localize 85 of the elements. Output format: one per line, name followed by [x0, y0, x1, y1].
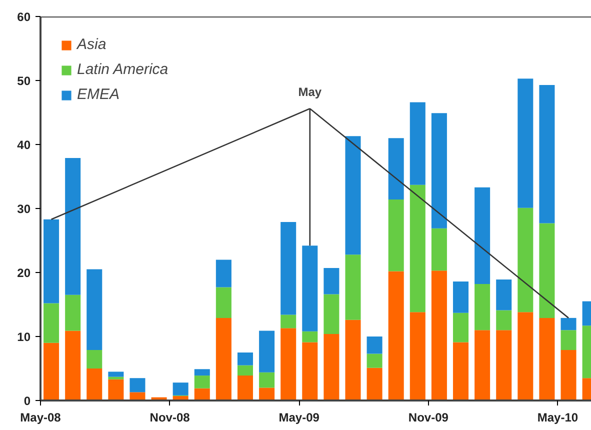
y-tick-label: 60	[17, 10, 31, 24]
legend-label: Latin America	[77, 61, 168, 78]
bar	[108, 376, 124, 380]
bar	[560, 318, 576, 330]
bar	[474, 187, 490, 284]
bar	[259, 388, 275, 400]
bar	[216, 318, 232, 400]
bar	[345, 320, 361, 400]
bar	[366, 368, 382, 400]
bar	[431, 113, 447, 228]
bar	[345, 136, 361, 255]
legend-label: Asia	[77, 36, 106, 53]
bar	[86, 269, 102, 350]
bar	[452, 312, 469, 342]
bar	[280, 222, 296, 315]
bar	[388, 200, 404, 272]
bar	[324, 334, 340, 400]
y-tick-label: 40	[17, 138, 31, 152]
bar	[44, 219, 60, 304]
bar	[216, 287, 232, 318]
bar	[302, 342, 318, 400]
bar	[496, 330, 512, 400]
bar	[431, 270, 447, 400]
bar	[539, 318, 555, 400]
bar	[237, 376, 253, 400]
bar	[324, 294, 340, 334]
bar	[44, 342, 60, 400]
bar	[259, 330, 275, 372]
bar	[194, 376, 210, 388]
bar	[108, 372, 124, 377]
bar	[237, 352, 253, 366]
x-tick-label: May-08	[20, 410, 62, 424]
bar	[518, 312, 534, 400]
bar	[86, 350, 102, 368]
bar	[518, 78, 534, 208]
bar	[44, 303, 60, 343]
bar	[366, 336, 382, 354]
bar	[194, 369, 210, 376]
bar	[237, 365, 253, 376]
bar	[496, 280, 512, 310]
bar	[324, 268, 340, 294]
bar	[539, 223, 555, 318]
bar	[194, 388, 210, 400]
bar	[474, 330, 490, 400]
y-tick-label: 10	[17, 330, 31, 344]
bar	[452, 342, 469, 400]
bar	[539, 84, 555, 224]
bar	[388, 271, 404, 400]
bar	[65, 158, 81, 295]
bar	[259, 372, 275, 388]
bar	[130, 378, 146, 392]
y-tick-label: 0	[24, 394, 31, 408]
x-tick-label: May-10	[537, 410, 578, 424]
bar	[130, 392, 146, 400]
bar	[410, 312, 426, 400]
bar	[431, 228, 447, 271]
bar	[172, 382, 188, 396]
x-tick-label: Nov-08	[150, 410, 190, 424]
annotation: May	[298, 85, 322, 100]
bar	[280, 314, 296, 328]
bar	[65, 330, 81, 400]
bar	[560, 350, 576, 400]
bar	[216, 260, 232, 288]
bar	[452, 281, 469, 313]
x-tick-label: May-09	[278, 410, 320, 424]
bar	[302, 331, 318, 342]
x-tick-label: Nov-09	[408, 410, 449, 424]
bar	[388, 138, 404, 200]
bar	[474, 284, 490, 330]
bar	[366, 354, 382, 368]
y-tick-label: 30	[17, 202, 31, 216]
bar	[108, 379, 124, 400]
bar	[345, 254, 361, 320]
legend-label: EMEA	[77, 86, 120, 103]
bar	[496, 310, 512, 330]
bar	[302, 246, 318, 332]
bar	[518, 208, 534, 312]
bar	[560, 330, 576, 350]
bar	[65, 294, 81, 331]
bar	[86, 368, 102, 400]
y-tick-label: 50	[17, 74, 31, 88]
y-tick-label: 20	[17, 266, 31, 280]
bar	[410, 184, 426, 312]
bar	[410, 102, 426, 185]
bar	[280, 328, 296, 400]
